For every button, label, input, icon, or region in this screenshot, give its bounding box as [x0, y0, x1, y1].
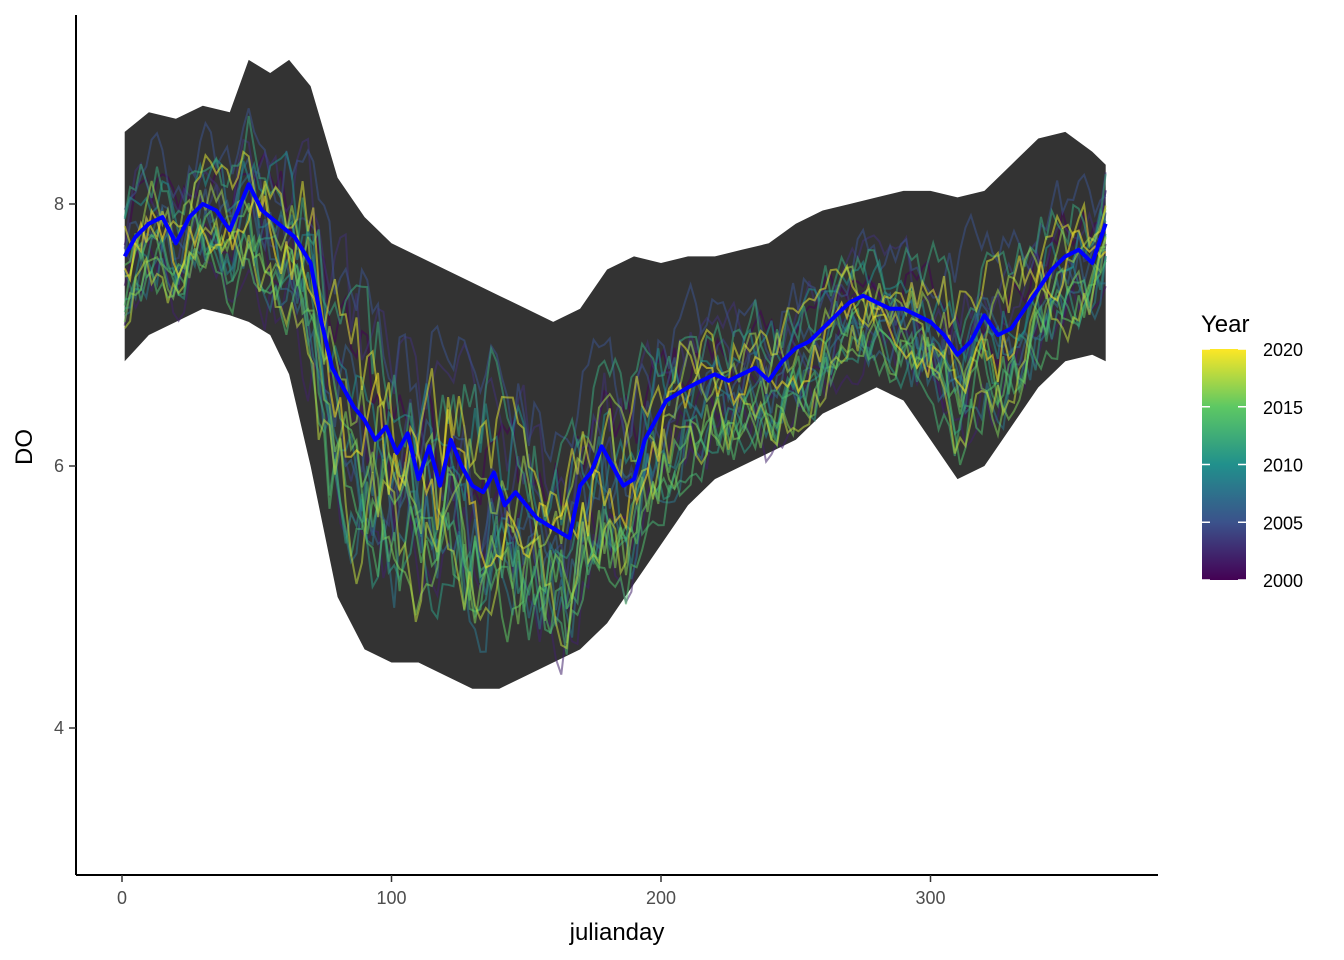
legend-tick-label: 2005	[1263, 513, 1303, 533]
legend-tick-label: 2020	[1263, 340, 1303, 360]
axes: 0 100 200 300 4 6 8 julianday DO	[11, 15, 1158, 946]
legend-tick-label: 2000	[1263, 571, 1303, 591]
year-line	[124, 180, 1107, 549]
x-axis-ticks: 0 100 200 300	[117, 875, 946, 908]
legend-title: Year	[1201, 311, 1250, 338]
legend-tick-label: 2010	[1263, 456, 1303, 476]
legend-tick-label: 2015	[1263, 398, 1303, 418]
year-line	[123, 217, 1107, 650]
plot-area	[122, 59, 1108, 689]
y-axis-title: DO	[11, 429, 38, 465]
legend: Year 2000 2005 2010 2015 2020	[1201, 311, 1303, 591]
x-tick-label: 300	[915, 888, 945, 908]
range-ribbon	[124, 59, 1106, 689]
year-line	[123, 193, 1107, 569]
legend-ticks: 2000 2005 2010 2015 2020	[1202, 340, 1303, 591]
x-tick-label: 100	[376, 888, 406, 908]
mean-line	[122, 182, 1108, 540]
x-axis-title: julianday	[569, 919, 665, 946]
y-tick-label: 8	[54, 194, 64, 214]
year-line	[123, 241, 1107, 675]
year-line	[123, 217, 1107, 644]
x-tick-label: 200	[646, 888, 676, 908]
x-tick-label: 0	[117, 888, 127, 908]
year-line	[123, 150, 1107, 520]
y-tick-label: 4	[54, 718, 64, 738]
y-tick-label: 6	[54, 456, 64, 476]
year-lines-group	[123, 108, 1107, 675]
y-axis-ticks: 4 6 8	[54, 194, 76, 738]
